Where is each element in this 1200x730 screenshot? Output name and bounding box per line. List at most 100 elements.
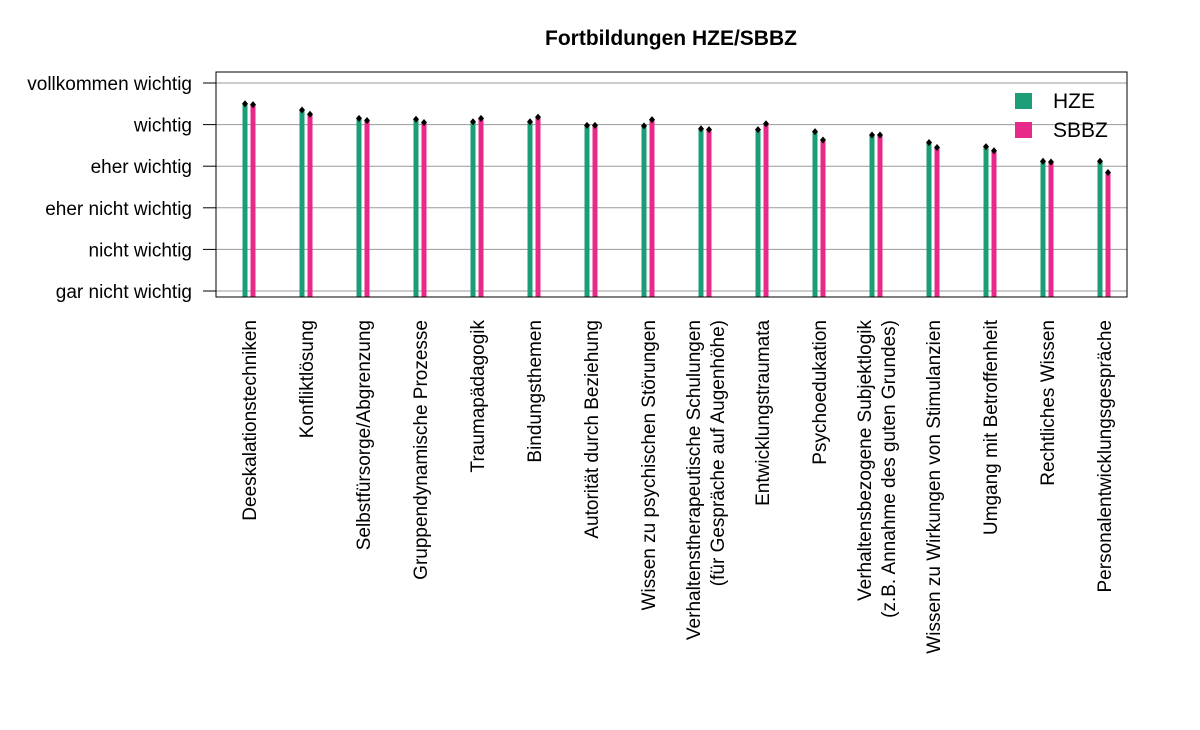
bar-marker [812, 128, 818, 136]
legend-label-sbbz: SBBZ [1053, 119, 1108, 142]
x-tick-label: Traumapädagogik [468, 320, 489, 473]
bar-marker [592, 121, 598, 129]
bar-sbbz [592, 125, 598, 297]
x-tick-label: Verhaltensbezogene Subjektlogik [855, 320, 876, 601]
bar-marker [250, 101, 256, 109]
bar-marker [1105, 168, 1111, 176]
bar-sbbz [820, 139, 826, 297]
y-tick-label: eher wichtig [91, 157, 192, 178]
x-tick-label: Wissen zu psychischen Störungen [639, 320, 660, 610]
bar-marker [307, 110, 313, 118]
x-tick-label: Selbstfürsorge/Abgrenzung [354, 320, 375, 550]
bar-marker [535, 113, 541, 121]
legend: HZE SBBZ [1015, 90, 1108, 142]
bar-hze [470, 121, 476, 297]
bar-hze [698, 128, 704, 297]
y-axis: gar nicht wichtig nicht wichtig eher nicht… [27, 74, 216, 303]
bar-marker [1097, 157, 1103, 165]
bar-marker [584, 121, 590, 129]
x-tick-label: Konfliktlösung [297, 320, 318, 438]
y-tick-label: wichtig [133, 116, 192, 137]
bar-hze [527, 121, 533, 297]
bars [242, 100, 1111, 298]
x-tick-label: (für Gespräche auf Augenhöhe) [708, 320, 729, 586]
bar-marker [356, 114, 362, 122]
legend-swatch-hze [1015, 93, 1032, 109]
bar-sbbz [364, 120, 370, 297]
bar-marker [299, 106, 305, 114]
bar-marker [983, 143, 989, 151]
legend-label-hze: HZE [1053, 90, 1095, 113]
bar-sbbz [250, 104, 256, 298]
bar-sbbz [877, 135, 883, 297]
bar-marker [869, 131, 875, 139]
bar-sbbz [649, 119, 655, 297]
bar-sbbz [535, 117, 541, 297]
bar-marker [421, 119, 427, 127]
bar-sbbz [478, 118, 484, 297]
x-tick-label: Gruppendynamische Prozesse [411, 320, 432, 580]
x-tick-label: Psychoedukation [810, 320, 831, 465]
bar-hze [926, 142, 932, 297]
y-tick-label: vollkommen wichtig [27, 74, 192, 95]
bar-sbbz [706, 129, 712, 297]
bar-marker [641, 122, 647, 130]
bar-hze [1040, 161, 1046, 297]
bar-hze [812, 131, 818, 297]
y-tick-label: nicht wichtig [89, 240, 193, 261]
bar-hze [413, 119, 419, 297]
bar-marker [991, 147, 997, 155]
bar-hze [242, 103, 248, 297]
bar-marker [755, 126, 761, 134]
bar-marker [478, 114, 484, 122]
bar-hze [755, 129, 761, 297]
bar-marker [763, 120, 769, 128]
bar-hze [584, 125, 590, 297]
bar-marker [470, 118, 476, 126]
bar-marker [820, 136, 826, 144]
bar-sbbz [1105, 172, 1111, 297]
bar-marker [706, 126, 712, 134]
x-tick-label: Umgang mit Betroffenheit [981, 319, 1002, 535]
x-tick-label: Wissen zu Wirkungen von Stimulanzien [924, 320, 945, 654]
bar-hze [983, 146, 989, 297]
plot-frame [215, 71, 1128, 298]
grid-lines [216, 82, 1127, 292]
x-tick-label: Bindungsthemen [525, 320, 546, 463]
bar-sbbz [1048, 162, 1054, 297]
bar-marker [1048, 158, 1054, 166]
bar-marker [242, 100, 248, 108]
x-tick-label: Deeskalationstechniken [240, 320, 261, 521]
y-tick-label: eher nicht wichtig [45, 199, 192, 220]
bar-marker [926, 138, 932, 146]
bar-marker [698, 125, 704, 133]
bar-sbbz [421, 122, 427, 298]
bar-hze [1097, 161, 1103, 297]
bar-sbbz [763, 123, 769, 297]
x-axis-labels: Deeskalationstechniken Konfliktlösung Selb… [240, 319, 1116, 653]
bar-marker [877, 131, 883, 139]
x-tick-label: Entwicklungstraumata [753, 320, 774, 506]
x-tick-label: Verhaltenstherapeutische Schulungen [684, 320, 705, 640]
bar-marker [649, 116, 655, 124]
bar-sbbz [991, 150, 997, 297]
chart-title: Fortbildungen HZE/SBBZ [545, 27, 797, 50]
bar-marker [527, 118, 533, 126]
bar-marker [1040, 157, 1046, 165]
x-tick-label: Personalentwicklungsgespräche [1095, 320, 1116, 593]
x-tick-label: (z.B. Annahme des guten Grundes) [879, 320, 900, 618]
x-tick-label: Rechtliches Wissen [1038, 320, 1059, 486]
bar-hze [299, 110, 305, 297]
bar-sbbz [934, 147, 940, 297]
bar-marker [413, 115, 419, 123]
bar-hze [356, 118, 362, 297]
bar-hze [641, 125, 647, 298]
bar-marker [364, 116, 370, 124]
legend-swatch-sbbz [1015, 122, 1032, 138]
x-tick-label: Autorität durch Beziehung [582, 320, 603, 539]
bar-hze [869, 135, 875, 297]
bar-sbbz [307, 114, 313, 297]
bar-marker [934, 143, 940, 151]
y-tick-label: gar nicht wichtig [56, 282, 192, 303]
